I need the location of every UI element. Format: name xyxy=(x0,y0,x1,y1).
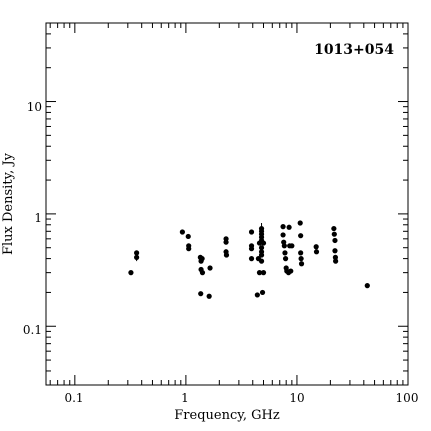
x-axis-label: Frequency, GHz xyxy=(174,408,280,423)
data-point xyxy=(134,250,140,256)
data-point xyxy=(332,254,339,260)
data-point xyxy=(280,224,286,230)
plot-frame xyxy=(45,22,409,386)
data-point xyxy=(281,243,287,249)
data-point xyxy=(282,256,289,262)
data-point xyxy=(331,231,337,237)
y-tick-label-0.1: 0.1 xyxy=(23,323,42,337)
data-point xyxy=(248,246,255,252)
data-point xyxy=(333,258,339,264)
data-point xyxy=(288,268,294,274)
data-point xyxy=(364,283,370,289)
data-point xyxy=(260,240,267,246)
y-axis-label: Flux Density, Jy xyxy=(1,152,16,255)
data-point xyxy=(185,233,191,240)
axis-ticks xyxy=(46,22,409,386)
data-point xyxy=(179,229,185,235)
y-tick-label-1: 1 xyxy=(34,211,42,225)
data-point xyxy=(313,244,319,250)
x-tick-label-100: 100 xyxy=(396,391,419,405)
data-point xyxy=(298,261,305,267)
data-point xyxy=(258,252,265,258)
data-point xyxy=(134,254,140,260)
data-point xyxy=(248,256,255,262)
data-point xyxy=(223,252,230,258)
data-point xyxy=(207,265,213,271)
x-tick-label-1: 1 xyxy=(181,391,189,405)
data-point xyxy=(286,224,292,230)
data-point xyxy=(128,270,134,276)
data-point xyxy=(248,229,255,235)
chart-title: 1013+054 xyxy=(314,42,394,58)
data-point xyxy=(332,248,338,254)
data-point xyxy=(297,220,303,226)
data-point xyxy=(298,256,304,262)
data-point xyxy=(280,232,286,238)
x-tick-label-10: 10 xyxy=(289,391,304,405)
data-point xyxy=(259,289,266,296)
data-point xyxy=(223,239,229,245)
y-tick-label-10: 10 xyxy=(27,100,42,114)
data-point xyxy=(199,270,206,276)
data-point xyxy=(298,233,304,239)
data-point xyxy=(282,250,288,256)
data-point xyxy=(198,291,204,297)
data-point xyxy=(258,245,265,251)
data-point xyxy=(256,270,263,276)
data-point xyxy=(258,258,265,264)
data-point xyxy=(298,250,304,256)
data-points xyxy=(128,220,370,299)
data-point xyxy=(254,292,260,298)
data-point xyxy=(332,237,338,244)
data-point xyxy=(206,293,212,299)
data-point xyxy=(313,249,320,255)
data-point xyxy=(186,246,192,252)
x-tick-label-0.1: 0.1 xyxy=(64,391,83,405)
data-point xyxy=(260,270,267,276)
data-point xyxy=(199,256,205,262)
data-point xyxy=(289,243,295,249)
data-point xyxy=(331,225,337,232)
